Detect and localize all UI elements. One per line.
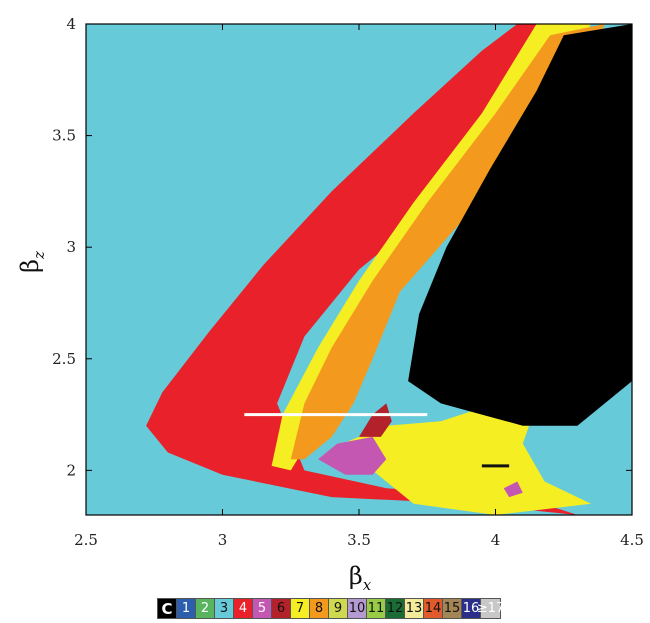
legend-item-9: 9 [329, 599, 348, 618]
region-class-5-7 [503, 481, 523, 498]
region-class-5-5 [318, 436, 387, 475]
legend-item-12: 12 [386, 599, 405, 618]
legend-item-4: 4 [234, 599, 253, 618]
x-tick-label: 3.5 [347, 531, 371, 549]
chart: 2.5 3 3.5 4 4.5 2 2.5 3 3.5 4 βx βz [16, 15, 644, 594]
region-class-6-6 [359, 403, 392, 437]
legend-item-5: 5 [253, 599, 272, 618]
legend-item-3: 3 [215, 599, 234, 618]
legend-item-C: C [158, 599, 177, 618]
legend-item-6: 6 [272, 599, 291, 618]
x-tick-label: 4 [491, 531, 501, 549]
x-axis-label: βx [349, 562, 372, 594]
y-tick-label: 4 [66, 15, 76, 33]
x-tick-label: 2.5 [74, 531, 98, 549]
y-tick-label: 2 [66, 461, 76, 479]
legend-item-16: 16 [462, 599, 481, 618]
legend-item-14: 14 [424, 599, 443, 618]
y-axis-label: βz [16, 251, 48, 273]
x-tick-label: 4.5 [620, 531, 644, 549]
y-tick-label: 2.5 [52, 350, 76, 368]
legend-item-7: 7 [291, 599, 310, 618]
legend-item-15: 15 [443, 599, 462, 618]
legend-item-10: 10 [348, 599, 367, 618]
legend-item-11: 11 [367, 599, 386, 618]
y-tick-label: 3.5 [52, 127, 76, 145]
legend-item-ge17: ≥17 [476, 599, 505, 618]
legend-item-2: 2 [196, 599, 215, 618]
region-class-C-4 [408, 24, 632, 426]
y-tick-label: 3 [66, 238, 76, 256]
legend-item-1: 1 [177, 599, 196, 618]
legend-item-13: 13 [405, 599, 424, 618]
legend-item-8: 8 [310, 599, 329, 618]
x-tick-label: 3 [218, 531, 228, 549]
color-legend: C 1 2 3 4 5 6 7 8 9 10 11 12 13 14 15 16 ≥17 [157, 598, 505, 619]
